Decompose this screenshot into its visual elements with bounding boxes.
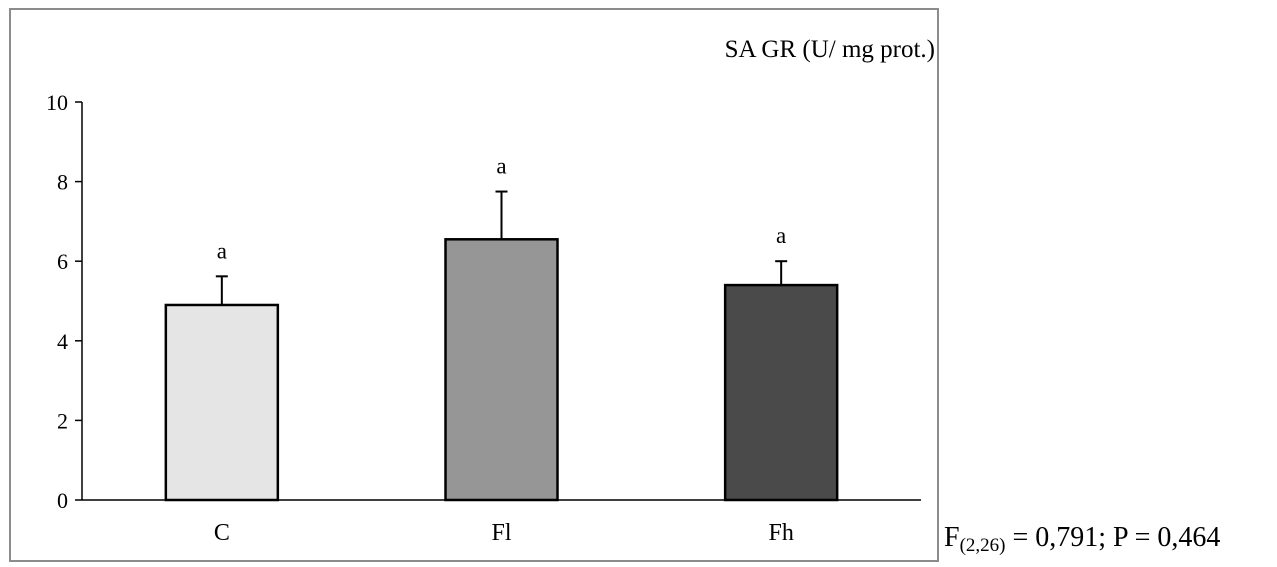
y-tick-label: 2 xyxy=(57,408,68,433)
x-tick-label-Fh: Fh xyxy=(768,520,793,546)
significance-letter-Fh: a xyxy=(776,223,786,248)
significance-letter-Fl: a xyxy=(496,154,506,179)
bar-chart: 0 2 4 6 8 10 C Fl Fh a a a xyxy=(46,90,921,546)
y-tick-label: 8 xyxy=(57,170,68,195)
bar-marks: a a a xyxy=(164,154,839,502)
bar-Fl xyxy=(444,238,559,502)
stats-f: F xyxy=(944,522,960,553)
stats-df: (2,26) xyxy=(959,535,1006,556)
y-axis-label: SA GR (U/ mg prot.) xyxy=(724,36,935,63)
y-tick-label: 6 xyxy=(57,249,68,274)
x-tick-label-C: C xyxy=(214,520,230,546)
anova-statistics: F(2,26) = 0,791; P = 0,464 xyxy=(944,522,1220,557)
bar-Fh xyxy=(723,283,839,502)
significance-letter-C: a xyxy=(217,238,227,263)
y-tick-label: 0 xyxy=(57,488,68,513)
y-tick-label: 10 xyxy=(46,90,68,115)
stats-values: = 0,791; P = 0,464 xyxy=(1005,522,1221,553)
bar-C xyxy=(164,303,280,502)
y-tick-label: 4 xyxy=(57,329,68,354)
chart-frame: SA GR (U/ mg prot.) 0 2 4 6 8 10 C Fl Fh a a a xyxy=(9,8,939,562)
x-tick-label-Fl: Fl xyxy=(491,520,511,546)
